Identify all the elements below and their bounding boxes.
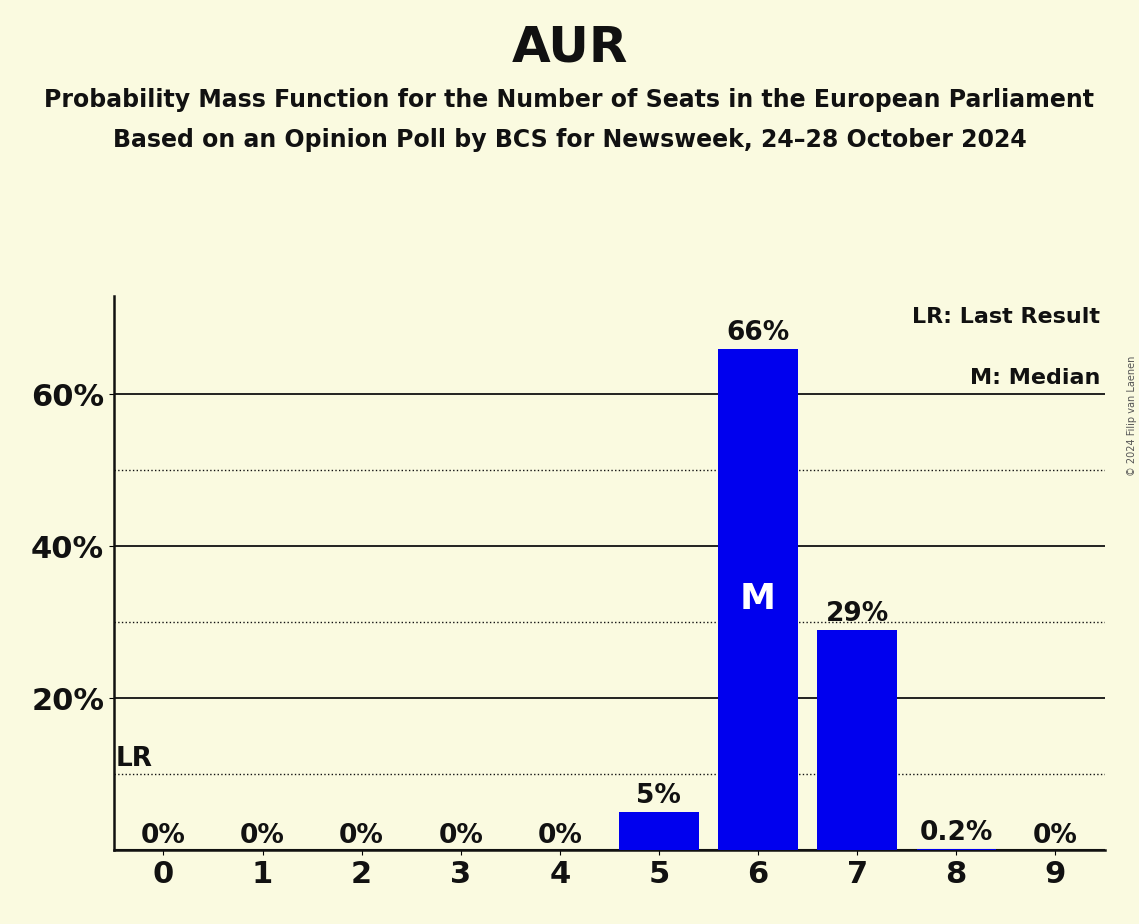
Bar: [818, 630, 896, 850]
Text: © 2024 Filip van Laenen: © 2024 Filip van Laenen: [1126, 356, 1137, 476]
Bar: [620, 812, 698, 850]
Bar: [917, 848, 995, 850]
Text: M: M: [740, 582, 776, 616]
Text: M: Median: M: Median: [969, 368, 1100, 388]
Text: 0%: 0%: [339, 822, 384, 848]
Text: 0%: 0%: [538, 822, 582, 848]
Text: 0.2%: 0.2%: [919, 820, 993, 845]
Text: LR: Last Result: LR: Last Result: [912, 307, 1100, 327]
Text: Probability Mass Function for the Number of Seats in the European Parliament: Probability Mass Function for the Number…: [44, 88, 1095, 112]
Text: 0%: 0%: [439, 822, 483, 848]
Text: 66%: 66%: [727, 320, 789, 346]
Text: AUR: AUR: [511, 23, 628, 71]
Text: 29%: 29%: [826, 601, 888, 626]
Text: LR: LR: [116, 746, 153, 772]
Text: 5%: 5%: [637, 783, 681, 809]
Text: 0%: 0%: [141, 822, 186, 848]
Bar: [719, 349, 797, 850]
Text: Based on an Opinion Poll by BCS for Newsweek, 24–28 October 2024: Based on an Opinion Poll by BCS for News…: [113, 128, 1026, 152]
Text: 0%: 0%: [240, 822, 285, 848]
Text: 0%: 0%: [1033, 822, 1077, 848]
